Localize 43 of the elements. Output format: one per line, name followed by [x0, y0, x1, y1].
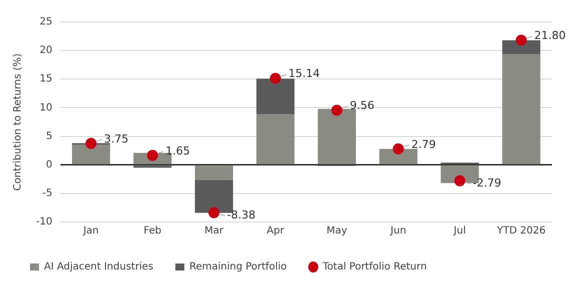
data-label: 1.65 — [166, 144, 190, 158]
y-tick-label: 5 — [46, 130, 52, 142]
x-tick-label: Jun — [390, 226, 406, 237]
bar — [256, 78, 294, 114]
bar — [502, 40, 540, 54]
data-label: 9.56 — [350, 99, 374, 112]
legend-label: Remaining Portfolio — [189, 262, 287, 273]
y-tick-label: 20 — [40, 45, 52, 56]
data-label: 15.14 — [288, 67, 320, 80]
point — [392, 143, 404, 154]
y-tick-label: 10 — [40, 102, 52, 114]
y-tick-label: 0 — [46, 159, 52, 170]
y-tick-label: 15 — [40, 74, 52, 85]
x-tick-label: Jul — [452, 226, 466, 237]
bar — [72, 144, 110, 164]
y-tick-label: -5 — [42, 188, 52, 200]
bar — [379, 148, 418, 164]
x-tick-label: YTD 2026 — [496, 226, 546, 237]
point — [331, 104, 342, 116]
y-tick-label: 25 — [40, 16, 52, 28]
y-axis-title: Contribution to Returns (%) — [12, 53, 24, 191]
legend-label: Total Portfolio Return — [322, 262, 427, 273]
bar — [194, 166, 234, 180]
data-label: -8.38 — [226, 208, 256, 222]
x-tick-label: May — [326, 226, 348, 237]
bar — [256, 114, 294, 164]
x-tick-label: Mar — [204, 226, 224, 237]
point — [270, 72, 281, 84]
x-tick-label: Feb — [144, 226, 162, 237]
y-tick-label: -10 — [36, 216, 52, 228]
bar — [502, 54, 540, 164]
point — [454, 175, 466, 186]
point — [86, 138, 97, 149]
data-label: -2.79 — [472, 176, 502, 190]
point — [516, 34, 527, 46]
data-label: 21.80 — [534, 29, 566, 42]
x-tick-label: Apr — [266, 226, 285, 237]
bar — [318, 108, 356, 164]
legend-label: AI Adjacent Industries — [44, 262, 154, 273]
data-label: 3.75 — [104, 132, 129, 146]
data-label: 2.79 — [411, 138, 436, 151]
point — [208, 207, 220, 218]
x-tick-label: Jan — [82, 226, 99, 237]
